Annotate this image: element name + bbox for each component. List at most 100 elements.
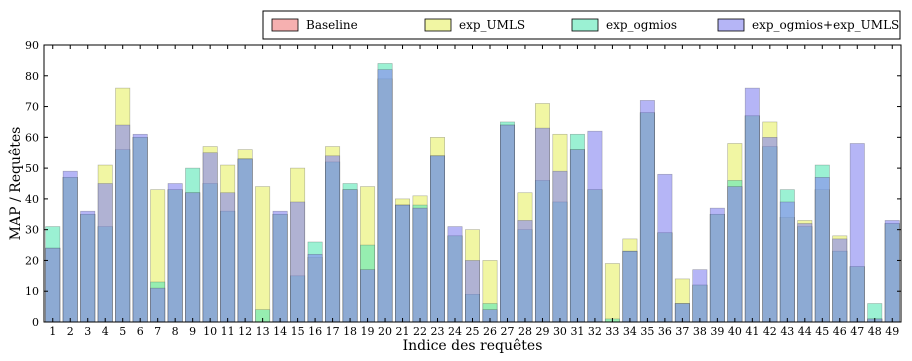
x-tick-label: 33 xyxy=(605,325,619,338)
x-tick-label: 40 xyxy=(728,325,742,338)
x-tick-label: 22 xyxy=(413,325,427,338)
x-tick-label: 12 xyxy=(238,325,252,338)
x-tick-label: 23 xyxy=(431,325,445,338)
x-tick-label: 38 xyxy=(693,325,707,338)
x-tick-label: 14 xyxy=(273,325,287,338)
bar-4-20 xyxy=(377,69,393,323)
x-tick-label: 49 xyxy=(885,325,899,338)
bars-layer xyxy=(45,63,900,323)
bar-4-38 xyxy=(692,269,708,323)
y-tick-label: 40 xyxy=(25,193,39,206)
bar-4-28 xyxy=(517,220,533,323)
bar-4-32 xyxy=(587,130,603,323)
legend-label-4: exp_ogmios+exp_UMLS xyxy=(752,18,899,32)
bar-4-17 xyxy=(325,155,341,323)
x-tick-label: 9 xyxy=(189,325,196,338)
x-tick-label: 11 xyxy=(221,325,235,338)
x-tick-label: 37 xyxy=(675,325,689,338)
bar-4-16 xyxy=(307,253,323,323)
bar-4-14 xyxy=(272,210,288,323)
legend-label-2: exp_UMLS xyxy=(459,18,525,32)
x-tick-label: 31 xyxy=(570,325,584,338)
bar-4-6 xyxy=(132,133,148,323)
bar-4-3 xyxy=(80,210,96,323)
x-tick-label: 39 xyxy=(710,325,724,338)
bar-4-10 xyxy=(202,152,218,323)
x-tick-label: 5 xyxy=(119,325,126,338)
bar-2-33 xyxy=(604,263,620,323)
legend: Baseline exp_UMLS exp_ogmios exp_ogmios+exp… xyxy=(262,10,901,40)
bar-4-8 xyxy=(167,183,183,323)
bar-4-45 xyxy=(814,177,830,323)
bar-4-43 xyxy=(779,201,795,323)
x-tick-label: 47 xyxy=(850,325,864,338)
bar-4-4 xyxy=(97,183,113,323)
bar-2-13 xyxy=(255,186,271,323)
bar-4-18 xyxy=(342,189,358,323)
bar-4-19 xyxy=(360,269,376,323)
x-tick-label: 42 xyxy=(763,325,777,338)
x-tick-label: 28 xyxy=(518,325,532,338)
x-tick-label: 48 xyxy=(868,325,882,338)
bar-4-2 xyxy=(62,170,78,323)
bar-4-31 xyxy=(569,149,585,323)
x-tick-label: 21 xyxy=(396,325,410,338)
bar-4-7 xyxy=(150,287,166,323)
x-tick-label: 2 xyxy=(67,325,74,338)
x-axis-title: Indice des requêtes xyxy=(403,338,543,354)
x-tick-label: 6 xyxy=(137,325,144,338)
x-tick-label: 20 xyxy=(378,325,392,338)
x-tick-label: 16 xyxy=(308,325,322,338)
x-tick-label: 27 xyxy=(500,325,514,338)
x-tick-label: 30 xyxy=(553,325,567,338)
legend-swatch-1 xyxy=(271,18,299,32)
bar-4-42 xyxy=(762,137,778,323)
x-tick-label: 4 xyxy=(102,325,109,338)
x-tick-label: 46 xyxy=(833,325,847,338)
x-tick-label: 19 xyxy=(361,325,375,338)
bar-4-35 xyxy=(639,100,655,323)
bar-4-44 xyxy=(797,223,813,323)
y-tick-label: 80 xyxy=(25,70,39,83)
bar-4-49 xyxy=(884,220,900,323)
legend-label-3: exp_ogmios xyxy=(606,18,677,32)
x-tick-label: 25 xyxy=(466,325,480,338)
bar-4-23 xyxy=(430,155,445,323)
bar-4-36 xyxy=(657,173,673,323)
x-tick-label: 13 xyxy=(256,325,270,338)
x-tick-label: 15 xyxy=(291,325,305,338)
x-tick-label: 3 xyxy=(84,325,91,338)
x-tick-label: 17 xyxy=(326,325,340,338)
bar-4-27 xyxy=(500,124,515,323)
bar-4-1 xyxy=(45,247,61,323)
bar-4-39 xyxy=(709,207,725,323)
bar-4-9 xyxy=(185,192,201,323)
x-tick-label: 10 xyxy=(203,325,217,338)
bar-4-25 xyxy=(465,260,480,323)
y-tick-label: 0 xyxy=(32,316,39,329)
y-tick-label: 20 xyxy=(25,254,39,267)
bar-4-11 xyxy=(220,192,236,323)
bar-4-21 xyxy=(395,204,411,323)
legend-swatch-4 xyxy=(717,18,745,32)
y-tick-label: 30 xyxy=(25,224,39,237)
x-tick-label: 26 xyxy=(483,325,497,338)
legend-swatch-3 xyxy=(571,18,599,32)
x-tick-label: 18 xyxy=(343,325,357,338)
legend-label-1: Baseline xyxy=(306,18,358,32)
y-tick-label: 90 xyxy=(25,39,39,52)
x-tick-label: 1 xyxy=(49,325,56,338)
bar-4-46 xyxy=(832,238,848,323)
y-tick-label: 70 xyxy=(25,101,39,114)
x-tick-label: 8 xyxy=(172,325,179,338)
bar-4-47 xyxy=(849,143,865,323)
bar-4-41 xyxy=(744,87,760,323)
y-axis-title: MAP / Requêtes xyxy=(8,127,24,241)
bar-4-22 xyxy=(412,207,428,323)
x-tick-label: 44 xyxy=(798,325,812,338)
bar-4-40 xyxy=(727,186,743,323)
x-tick-label: 43 xyxy=(780,325,794,338)
bar-4-30 xyxy=(552,170,568,323)
